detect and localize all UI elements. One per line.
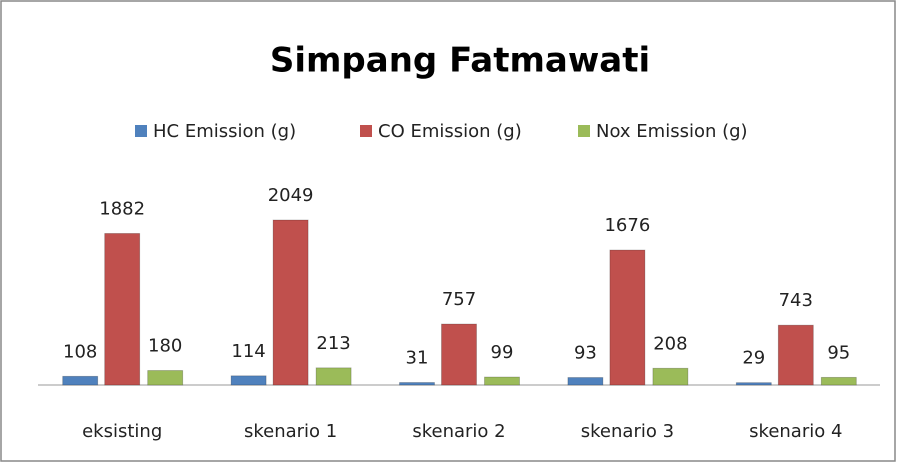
data-label: 95 [827,342,850,363]
legend-label: HC Emission (g) [153,121,296,142]
x-tick-label: skenario 1 [244,421,337,442]
bar [609,249,646,386]
legend-swatch [360,125,372,137]
data-label: 29 [742,348,765,369]
bar [62,375,99,386]
legend-swatch [135,125,147,137]
data-label: 31 [406,348,429,369]
bar [315,367,352,386]
legend-swatch [578,125,590,137]
bar [735,382,772,386]
bar [777,324,814,386]
bar [484,376,520,386]
data-label: 2049 [268,185,314,206]
x-tick-label: eksisting [82,421,162,442]
bar [104,233,141,386]
bar [567,377,604,386]
x-tick-label: skenario 2 [412,421,505,442]
bar [230,375,267,386]
data-label: 108 [63,341,97,362]
legend-label: Nox Emission (g) [596,121,748,142]
data-label: 757 [442,289,476,310]
bar [820,376,857,386]
data-label: 1882 [99,198,145,219]
data-label: 180 [148,336,182,357]
data-label: 213 [316,333,350,354]
chart-title: Simpang Fatmawati [270,41,650,81]
legend-label: CO Emission (g) [378,121,522,142]
data-label: 93 [574,343,597,364]
data-label: 99 [491,342,514,363]
data-label: 743 [779,290,813,311]
data-label: 1676 [604,215,650,236]
bar [272,219,309,386]
bar [399,382,435,386]
bar [441,323,477,386]
bar [147,370,184,386]
bar [652,367,689,386]
x-tick-label: skenario 4 [749,421,842,442]
data-label: 114 [231,341,265,362]
x-tick-label: skenario 3 [581,421,674,442]
data-label: 208 [653,333,687,354]
